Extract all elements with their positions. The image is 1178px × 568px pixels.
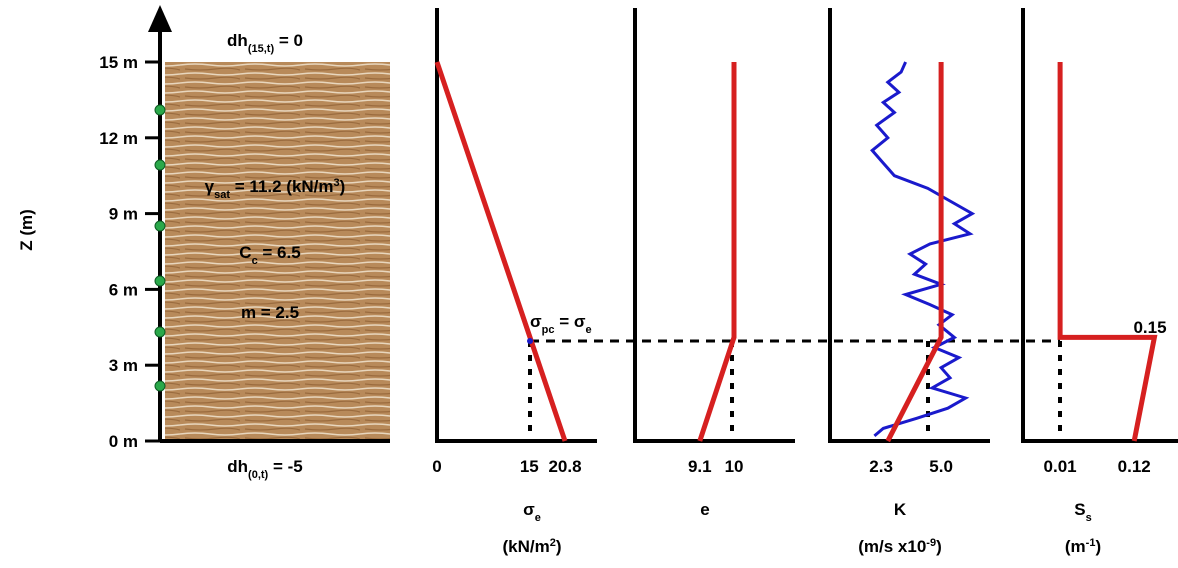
- sensor: [154, 220, 166, 232]
- subscript: s: [1086, 512, 1092, 524]
- sensor: [154, 159, 166, 171]
- profile-line: [697, 62, 737, 442]
- gamma-sat-part: = 11.2 (kN/m: [230, 177, 333, 196]
- x-axis-unit-part: ): [556, 537, 562, 556]
- compression-index-part: = 6.5: [258, 243, 301, 262]
- y-tick-label: 0 m: [109, 432, 138, 451]
- annotation-part: = σ: [554, 312, 585, 331]
- x-tick-label: 10: [725, 457, 744, 476]
- y-tick-label: 12 m: [99, 129, 138, 148]
- x-tick-label: 15: [520, 457, 539, 476]
- sensor: [154, 380, 166, 392]
- subscript: (15,t): [248, 43, 275, 55]
- x-axis-label-part: σ: [523, 500, 535, 519]
- y-axis-label: Z (m): [17, 209, 36, 251]
- x-tick-label: 5.0: [929, 457, 953, 476]
- profile-line: [870, 61, 976, 438]
- profile-line: [885, 62, 944, 443]
- x-tick-label: 2.3: [869, 457, 893, 476]
- subscript: sat: [214, 189, 230, 201]
- superscript: -1: [1086, 537, 1096, 549]
- yield-point: [527, 338, 533, 344]
- subscript: (0,t): [248, 469, 269, 481]
- x-axis-label: e: [700, 500, 709, 519]
- subscript: c: [252, 255, 258, 267]
- subscript: e: [586, 324, 592, 336]
- x-axis-unit-part: (m: [1065, 537, 1086, 556]
- superscript: 2: [550, 537, 556, 549]
- sensor: [154, 275, 166, 287]
- sensor: [154, 326, 166, 338]
- x-axis-unit: (m-1): [1065, 537, 1101, 556]
- y-tick-label: 15 m: [99, 53, 138, 72]
- compression-index: Cc = 6.5: [239, 243, 300, 267]
- exponent-m: m = 2.5: [241, 303, 299, 322]
- x-axis-unit: (m/s x10-9): [858, 537, 942, 556]
- x-axis-unit-part: (m/s x10: [858, 537, 926, 556]
- superscript: 3: [334, 177, 340, 189]
- x-tick-label: 9.1: [688, 457, 712, 476]
- x-axis-label-part: S: [1074, 500, 1085, 519]
- axis-arrow: [148, 5, 172, 32]
- x-axis-label: K: [894, 500, 907, 519]
- x-axis-unit-part: ): [936, 537, 942, 556]
- top-bc: dh(15,t) = 0: [227, 31, 303, 55]
- bottom-bc-part: dh: [227, 457, 248, 476]
- x-tick-label: 0.12: [1118, 457, 1151, 476]
- value-label: 0.15: [1133, 318, 1166, 337]
- x-axis-label: Ss: [1074, 500, 1091, 524]
- x-axis-unit-part: (kN/m: [502, 537, 549, 556]
- soil-column: [165, 62, 390, 441]
- gamma-sat-part: ): [340, 177, 346, 196]
- subscript: pc: [542, 324, 555, 336]
- gamma-sat: γsat = 11.2 (kN/m3): [205, 177, 346, 201]
- x-axis-unit: (kN/m2): [502, 537, 561, 556]
- x-axis-label-part: K: [894, 500, 907, 519]
- gamma-sat-part: γ: [205, 177, 215, 196]
- top-bc-part: = 0: [274, 31, 303, 50]
- compression-index-part: C: [239, 243, 251, 262]
- y-tick-label: 6 m: [109, 280, 138, 299]
- x-axis-unit-part: ): [1095, 537, 1101, 556]
- profile-line: [434, 61, 568, 442]
- annotation-part: σ: [530, 312, 542, 331]
- top-bc-part: dh: [227, 31, 248, 50]
- x-tick-label: 0: [432, 457, 441, 476]
- x-axis-label: σe: [523, 500, 541, 524]
- subscript: e: [535, 512, 541, 524]
- y-tick-label: 3 m: [109, 356, 138, 375]
- y-tick-label: 9 m: [109, 205, 138, 224]
- bottom-bc: dh(0,t) = -5: [227, 457, 302, 481]
- bottom-bc-part: = -5: [268, 457, 303, 476]
- x-tick-label: 20.8: [548, 457, 581, 476]
- profile-line: [1057, 62, 1158, 442]
- sensor: [154, 104, 166, 116]
- annotation: σpc = σe: [530, 312, 592, 336]
- superscript: -9: [926, 537, 936, 549]
- x-axis-label-part: e: [700, 500, 709, 519]
- x-tick-label: 0.01: [1044, 457, 1077, 476]
